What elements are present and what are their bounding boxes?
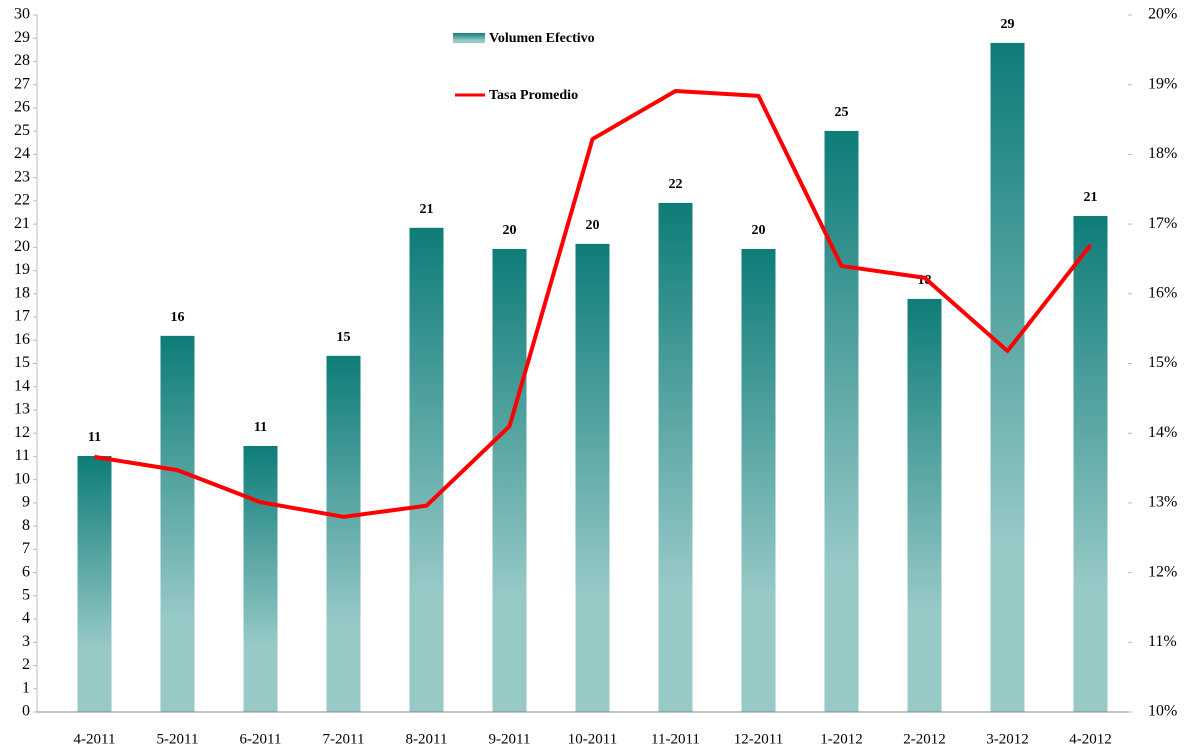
y-tick-label: 19 [14, 261, 30, 278]
y2-tick-label: 18% [1148, 145, 1177, 162]
x-tick-label: 11-2011 [651, 731, 700, 747]
bar [907, 298, 942, 712]
bar [575, 243, 610, 712]
data-label: 16 [171, 310, 185, 325]
data-label: 11 [254, 420, 267, 435]
data-label: 15 [337, 330, 351, 345]
bar [326, 355, 361, 712]
bar [990, 42, 1025, 712]
x-tick-label: 4-2011 [74, 731, 116, 747]
y-tick-label: 23 [14, 168, 30, 185]
data-label: 25 [835, 105, 849, 120]
y-tick-label: 11 [15, 447, 30, 464]
line [94, 88, 1093, 519]
y-tick-label: 10 [14, 470, 30, 487]
bar [824, 130, 859, 712]
y-tick-label: 4 [22, 610, 30, 627]
y-tick-label: 6 [22, 563, 30, 580]
y-tick-label: 17 [14, 308, 30, 325]
y2-tick-label: 16% [1148, 284, 1177, 301]
y2-tick-label: 20% [1148, 6, 1177, 23]
y-tick-label: 8 [22, 517, 30, 534]
x-tick-label: 2-2012 [903, 731, 946, 747]
x-tick-label: 7-2011 [323, 731, 365, 747]
bar [658, 202, 693, 712]
data-label: 20 [503, 223, 517, 238]
bar [409, 227, 444, 713]
y2-tick-label: 17% [1148, 215, 1177, 232]
y2-tick-label: 12% [1148, 563, 1177, 580]
x-tick-label: 1-2012 [820, 731, 863, 747]
legend-label: Volumen Efectivo [489, 31, 595, 46]
y-tick-label: 25 [14, 122, 30, 139]
x-tick-label: 6-2011 [240, 731, 282, 747]
y2-tick-label: 19% [1148, 75, 1177, 92]
y-tick-label: 12 [14, 424, 30, 441]
legend-label: Tasa Promedio [489, 88, 578, 103]
y2-tick-label: 15% [1148, 354, 1177, 371]
y-tick-label: 22 [14, 192, 30, 209]
bar [160, 335, 195, 712]
y-tick-label: 26 [14, 99, 30, 116]
data-label: 20 [586, 218, 600, 233]
y-tick-label: 7 [22, 540, 30, 557]
y-tick-label: 18 [14, 284, 30, 301]
y-tick-label: 15 [14, 354, 30, 371]
y2-tick-label: 11% [1148, 633, 1177, 650]
data-label: 11 [88, 430, 101, 445]
y-tick-label: 2 [22, 656, 30, 673]
x-tick-label: 4-2012 [1069, 731, 1112, 747]
y-tick-label: 20 [14, 238, 30, 255]
y2-tick-label: 10% [1148, 703, 1177, 720]
y-tick-label: 28 [14, 52, 30, 69]
y-tick-label: 0 [22, 703, 30, 720]
y-tick-label: 13 [14, 401, 30, 418]
y-tick-label: 27 [14, 75, 30, 92]
data-label: 21 [420, 202, 434, 217]
y-tick-label: 9 [22, 494, 30, 511]
x-tick-label: 5-2011 [157, 731, 199, 747]
x-tick-label: 10-2011 [568, 731, 617, 747]
y-tick-label: 24 [14, 145, 30, 162]
x-tick-label: 12-2011 [734, 731, 783, 747]
y-tick-label: 30 [14, 6, 30, 23]
x-tick-label: 3-2012 [986, 731, 1029, 747]
bar [492, 248, 527, 713]
data-label: 22 [669, 177, 683, 192]
bar [741, 248, 776, 713]
y2-tick-label: 14% [1148, 424, 1177, 441]
x-tick-label: 8-2011 [406, 731, 448, 747]
y2-tick-label: 13% [1148, 494, 1177, 511]
legend-swatch [453, 33, 485, 43]
bar [243, 445, 278, 712]
data-label: 20 [752, 223, 766, 238]
bar [1073, 215, 1108, 713]
bar [77, 455, 112, 712]
y-tick-label: 5 [22, 587, 30, 604]
y-tick-label: 14 [14, 377, 30, 394]
y-tick-label: 29 [14, 29, 30, 46]
y-tick-label: 3 [22, 633, 30, 650]
data-label: 29 [1001, 17, 1015, 32]
y-tick-label: 1 [22, 679, 30, 696]
x-tick-label: 9-2011 [489, 731, 531, 747]
y-tick-label: 21 [14, 215, 30, 232]
y-tick-label: 16 [14, 331, 30, 348]
data-label: 21 [1084, 190, 1098, 205]
